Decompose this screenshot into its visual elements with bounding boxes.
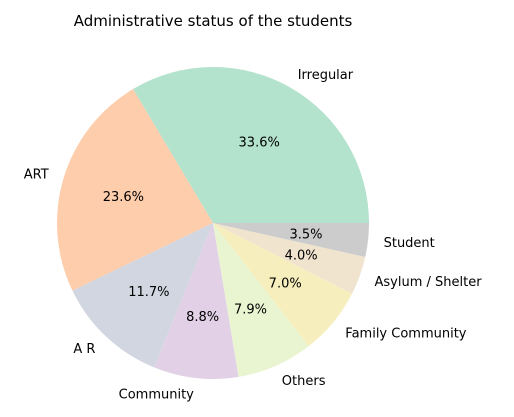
pie-category-label-student: Student [384,236,435,251]
pie-category-label-community: Community [119,388,195,403]
pie-slice-irregular [133,67,369,224]
pie-slice-asylum-shelter [213,223,366,294]
pie-slice-student [213,223,369,257]
pie-percent-label-a-r: 11.7% [128,285,169,300]
pie-percent-label-others: 7.9% [234,303,267,318]
pie-category-label-others: Others [282,374,326,389]
pie-labels: 33.6% Irregular 23.6% ART 11.7% A R 8.8% Commun… [24,68,482,403]
pie-category-label-art: ART [24,168,49,183]
pie-category-label-irregular: Irregular [298,68,354,83]
pie-slice-family-community [213,223,353,347]
chart-title: Administrative status of the students [74,12,353,30]
pie-category-label-asylum-shelter: Asylum / Shelter [375,275,483,290]
pie-slice-others [213,223,309,377]
pie-percent-label-family-community: 7.0% [269,277,302,292]
pie-slice-a-r [72,223,213,368]
pie-percent-label-art: 23.6% [103,190,144,205]
pie-percent-label-student: 3.5% [289,227,322,242]
pie-percent-label-asylum-shelter: 4.0% [285,249,318,264]
pie-percent-label-community: 8.8% [186,310,219,325]
pie-percent-label-irregular: 33.6% [239,136,280,151]
pie-slice-community [154,223,239,380]
pie-category-label-a-r: A R [73,342,95,357]
pie-category-label-family-community: Family Community [345,326,467,341]
pie-slices [57,67,369,380]
pie-slice-art [57,89,213,291]
